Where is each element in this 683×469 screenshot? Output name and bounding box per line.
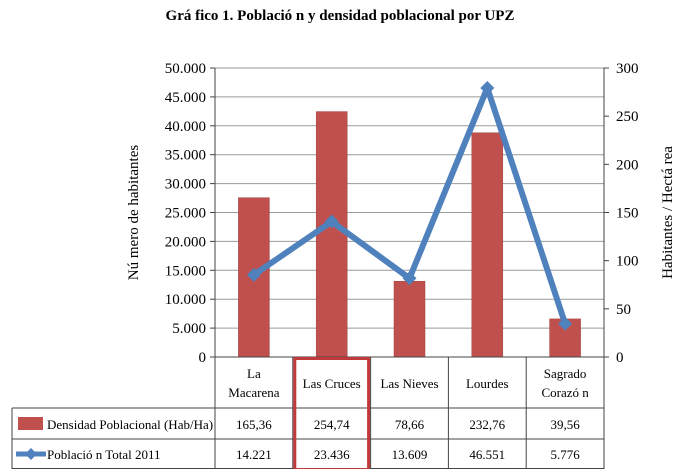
line-point: [246, 267, 261, 282]
legend-label: Densidad Poblacional (Hab/Ha): [47, 417, 213, 432]
y-right-tick-label: 250: [616, 109, 639, 125]
y-left-tick-label: 20.000: [165, 234, 206, 250]
legend-label: Població n Total 2011: [47, 447, 161, 462]
y-right-axis-label: Habitantes / Hectá rea: [660, 146, 676, 279]
bar: [393, 280, 426, 358]
table-cell-value: 232,76: [469, 417, 505, 432]
category-label: La: [247, 366, 261, 381]
y-left-tick-label: 15.000: [165, 263, 206, 279]
y-right-tick-label: 0: [616, 350, 624, 366]
y-right-tick-label: 300: [616, 61, 639, 77]
table-cell-value: 13.609: [392, 447, 428, 462]
category-label: Las Nieves: [380, 376, 438, 391]
y-left-axis-label: Nú mero de habitantes: [126, 145, 142, 281]
y-right-tick-label: 200: [616, 157, 639, 173]
y-right-tick-label: 100: [616, 254, 639, 270]
y-right-tick-label: 150: [616, 206, 639, 222]
bar: [471, 132, 504, 358]
table-cell-value: 78,66: [395, 417, 425, 432]
y-left-tick-label: 10.000: [165, 292, 206, 308]
table-cell-value: 14.221: [236, 447, 272, 462]
y-left-tick-label: 50.000: [165, 61, 206, 77]
table-cell-value: 46.551: [469, 447, 505, 462]
category-label: Sagrado: [544, 366, 587, 381]
category-label: Macarena: [228, 385, 279, 400]
line-point: [480, 80, 495, 95]
y-left-tick-label: 30.000: [165, 177, 206, 193]
category-label: Las Cruces: [303, 376, 361, 391]
line-point: [558, 316, 573, 331]
y-left-tick-label: 40.000: [165, 119, 206, 135]
highlight-box: [293, 357, 371, 469]
table-cell-value: 39,56: [550, 417, 580, 432]
y-left-tick-label: 45.000: [165, 90, 206, 106]
legend-swatch-marker: [25, 448, 37, 460]
y-left-tick-label: 0: [199, 350, 207, 366]
line-point: [402, 271, 417, 286]
table-cell-value: 254,74: [314, 417, 350, 432]
category-label: Lourdes: [466, 376, 509, 391]
y-right-tick-label: 50: [616, 302, 631, 318]
y-left-tick-label: 25.000: [165, 206, 206, 222]
table-cell-value: 23.436: [314, 447, 350, 462]
table-cell-value: 165,36: [236, 417, 272, 432]
y-left-tick-label: 35.000: [165, 148, 206, 164]
category-label: Corazó n: [541, 385, 589, 400]
y-left-tick-label: 5.000: [172, 321, 206, 337]
table-cell-value: 5.776: [550, 447, 580, 462]
legend-swatch-bar: [18, 417, 43, 430]
line-point: [324, 214, 339, 229]
chart-title: Grá fico 1. Població n y densidad poblac…: [166, 8, 515, 24]
bar: [315, 111, 348, 358]
